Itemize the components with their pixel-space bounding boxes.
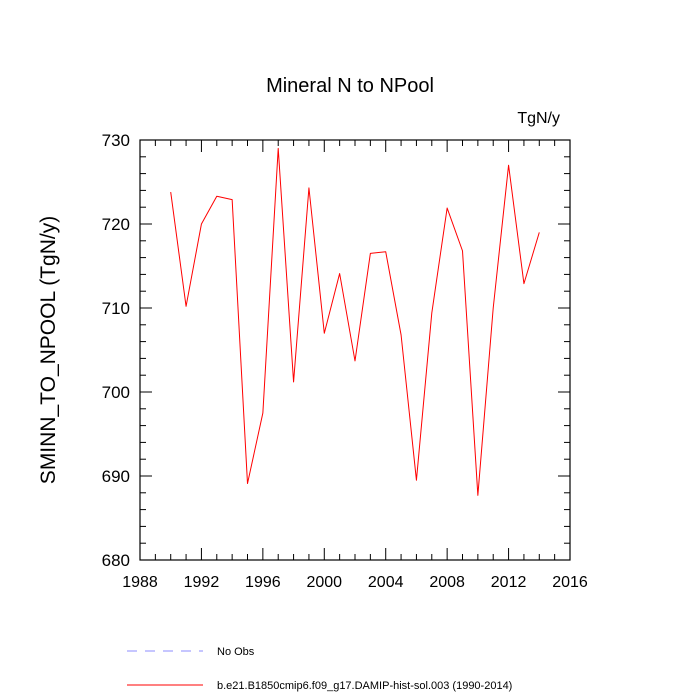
chart-title: Mineral N to NPool: [266, 75, 434, 97]
units-label: TgN/y: [517, 110, 560, 127]
y-axis-label: SMINN_TO_NPOOL (TgN/y): [37, 216, 60, 484]
x-tick-label: 2008: [429, 574, 465, 591]
x-tick-label: 1996: [245, 574, 281, 591]
x-tick-label: 2016: [552, 574, 588, 591]
y-tick-label: 720: [102, 215, 130, 234]
series-line: [170, 147, 540, 496]
x-tick-label: 2000: [306, 574, 342, 591]
y-tick-label: 710: [102, 299, 130, 318]
legend: No Obs b.e21.B1850cmip6.f09_g17.DAMIP-his…: [127, 646, 512, 692]
y-tick-label: 700: [102, 383, 130, 402]
x-tick-label: 2004: [368, 574, 404, 591]
legend-label: b.e21.B1850cmip6.f09_g17.DAMIP-hist-sol.…: [217, 680, 512, 692]
legend-label: No Obs: [217, 646, 255, 658]
y-tick-label: 730: [102, 131, 130, 150]
plot-area: 1988 1992 1996 2000 2004 2008 2012 2016 680 690 70…: [102, 131, 588, 591]
x-tick-label: 1988: [122, 574, 158, 591]
y-tick-label: 680: [102, 551, 130, 570]
y-tick-label: 690: [102, 467, 130, 486]
plot-frame: [139, 139, 571, 561]
x-tick-label: 1992: [184, 574, 220, 591]
x-tick-label: 2012: [491, 574, 527, 591]
